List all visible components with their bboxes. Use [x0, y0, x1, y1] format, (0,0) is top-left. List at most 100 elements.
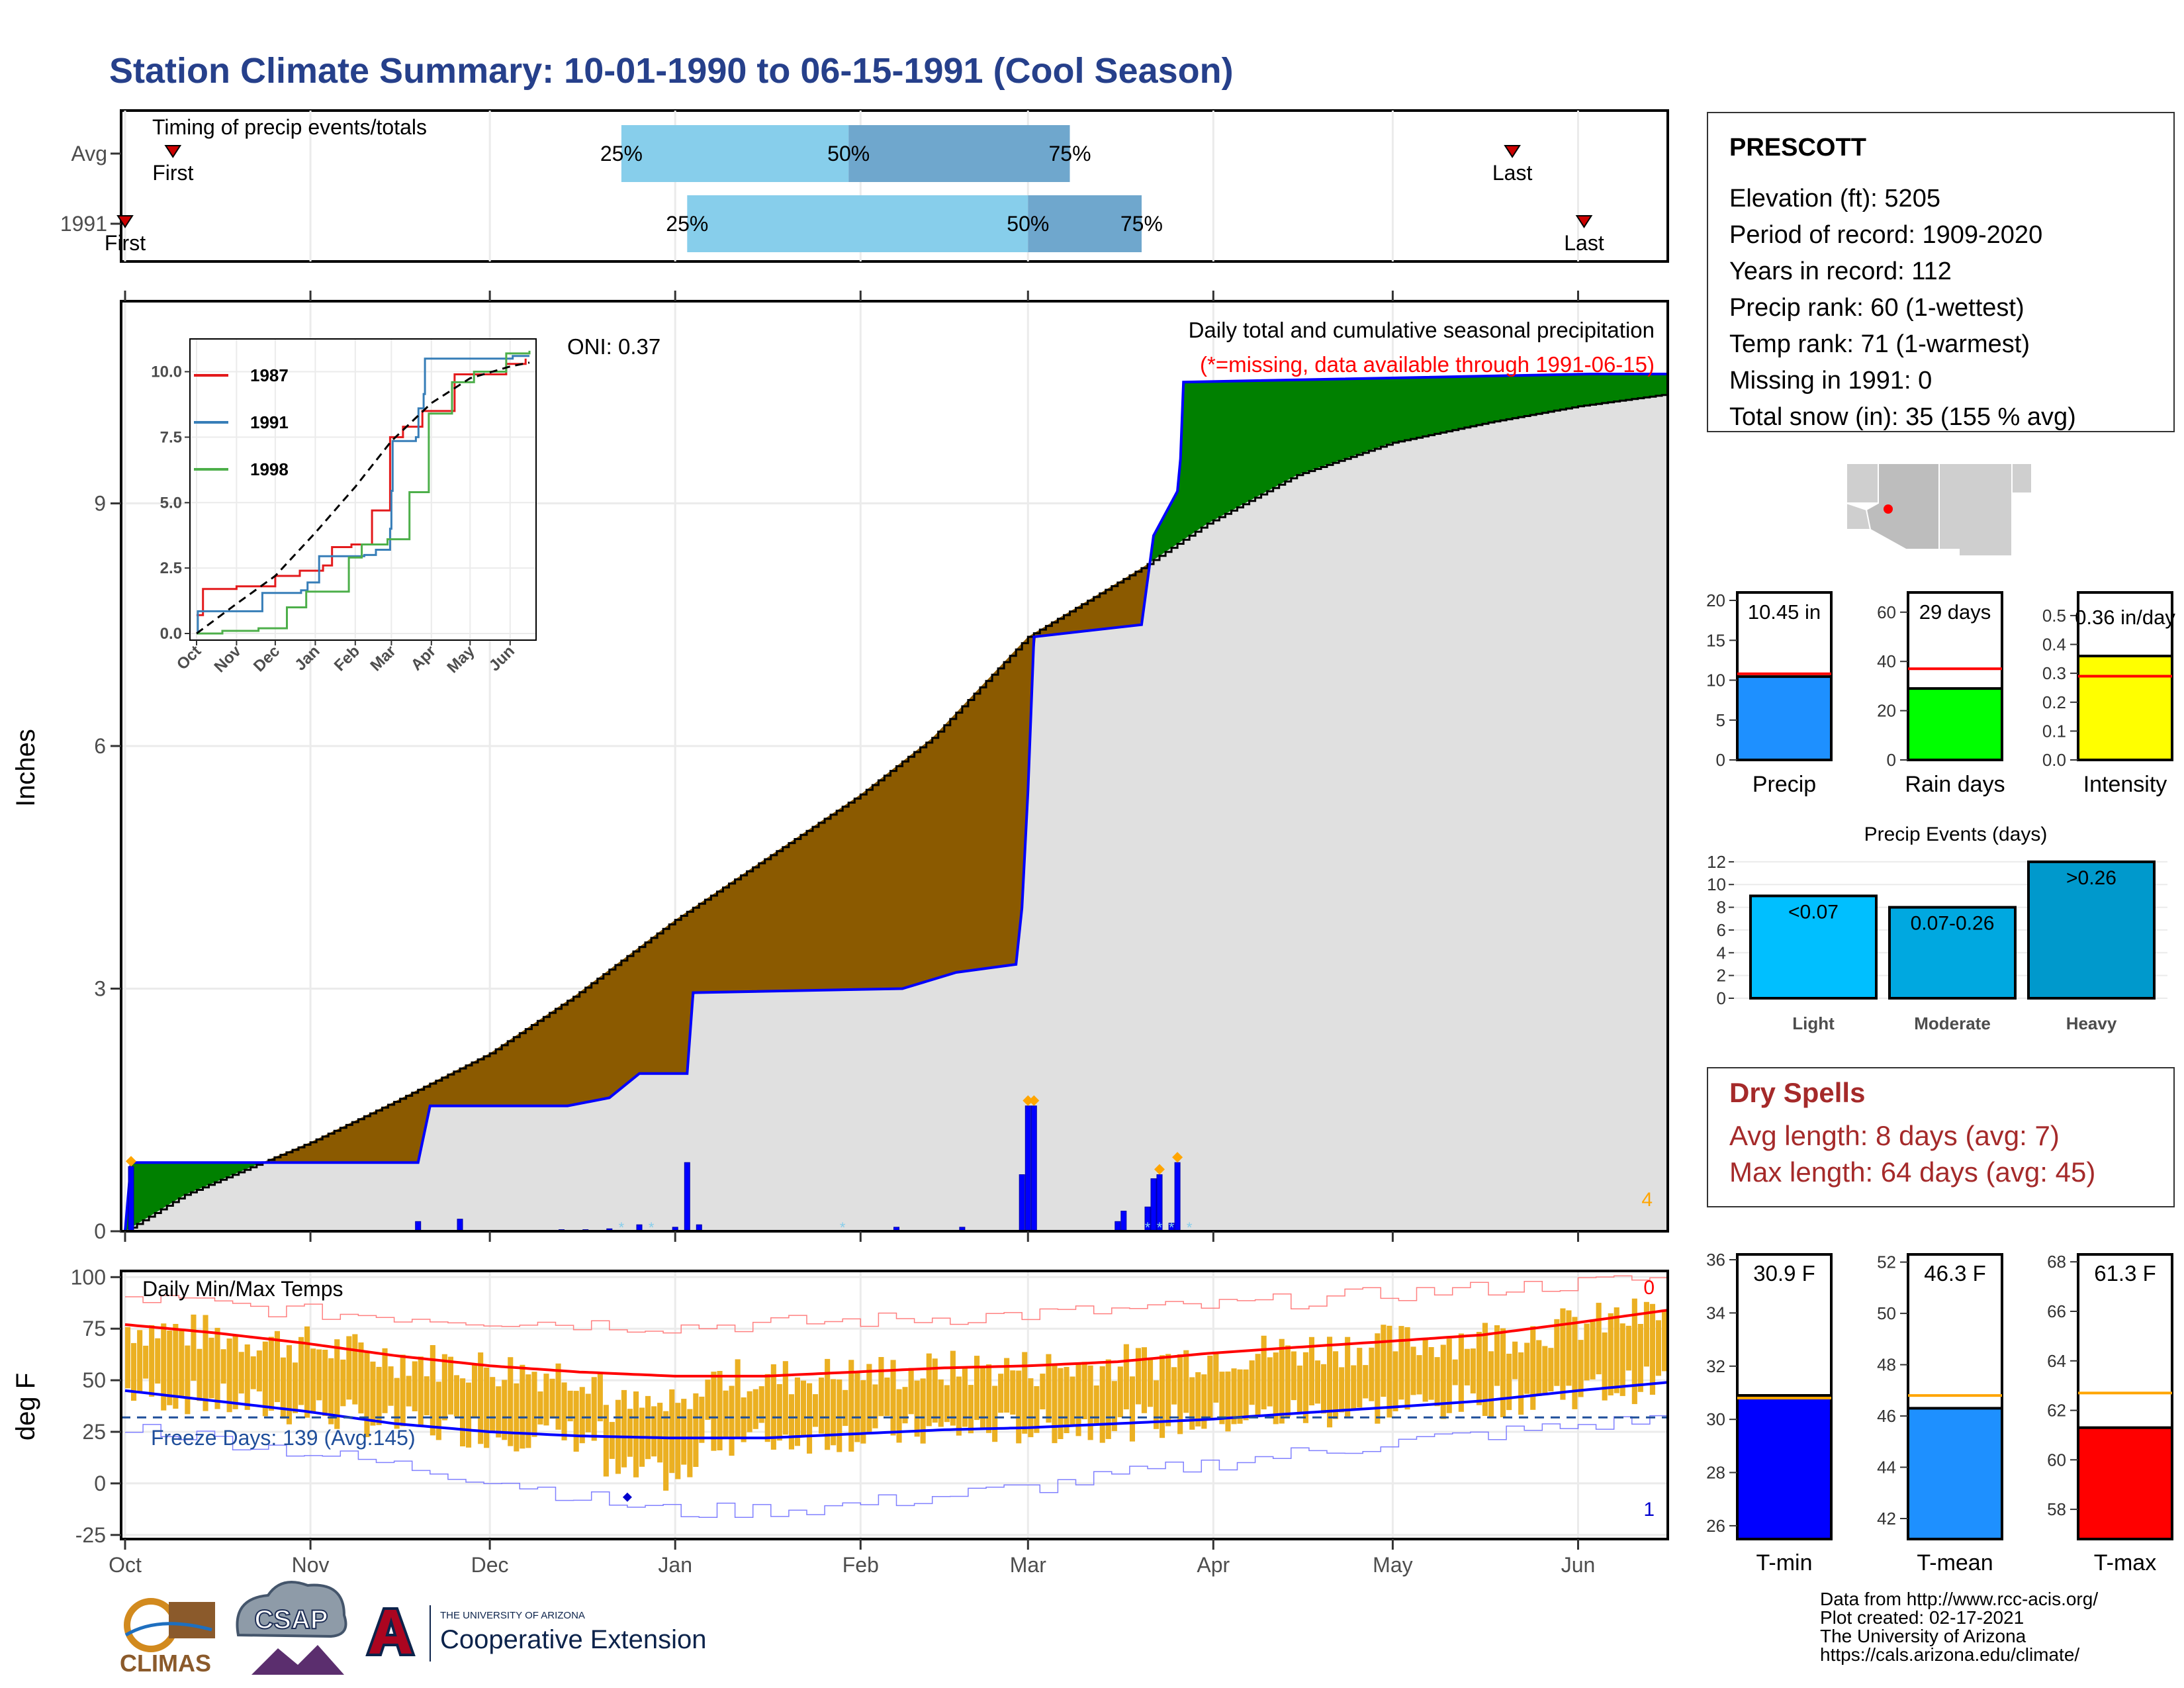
temp-box-tick-label: 42 — [1877, 1509, 1896, 1528]
daily-temp-bar — [1314, 1360, 1320, 1404]
daily-temp-bar — [663, 1411, 669, 1491]
daily-temp-bar — [687, 1409, 693, 1477]
daily-temp-bar — [848, 1360, 854, 1452]
timing-q75-label: 75% — [1120, 212, 1163, 236]
daily-temp-bar — [1398, 1326, 1404, 1400]
month-axis: Oct Nov Dec Jan Feb Mar Apr May Jun — [109, 1539, 1595, 1577]
daily-temp-bar — [1536, 1340, 1542, 1396]
daily-temp-bar — [1446, 1338, 1452, 1413]
events-category-label: Moderate — [1914, 1013, 1991, 1033]
timing-bar-q50-q75 — [848, 125, 1070, 182]
month-tick-label: Nov — [292, 1553, 330, 1577]
daily-temp-bar — [831, 1379, 837, 1446]
stat-box-tick-label: 0.3 — [2042, 663, 2066, 683]
stat-box-value-text: 29 days — [1919, 600, 1991, 624]
snow-event-marker — [1023, 1095, 1034, 1106]
events-category-label: Light — [1792, 1013, 1835, 1033]
daily-temp-bar — [364, 1351, 370, 1437]
timing-row-labels: Avg 25% 50% 75% First Last 1991 25% 50% 75% First L… — [60, 142, 1604, 255]
daily-temp-bar — [286, 1345, 292, 1425]
daily-temp-bar — [1243, 1369, 1249, 1421]
daily-temp-bar — [268, 1336, 274, 1411]
daily-temp-bar — [280, 1357, 286, 1419]
inset-gridlines — [190, 339, 536, 640]
temp-y-tick-label: -25 — [75, 1523, 106, 1547]
daily-temp-bar — [238, 1352, 244, 1394]
temp-box-tick-label: 48 — [1877, 1355, 1896, 1375]
precip-y-tick-label: 6 — [94, 734, 106, 758]
temp-box-value-text: 30.9 F — [1753, 1261, 1815, 1286]
daily-temp-bar — [472, 1364, 478, 1419]
stat-box-value-bar — [1907, 687, 2003, 761]
daily-temp-bar — [310, 1348, 316, 1413]
daily-temp-bar — [1195, 1372, 1201, 1427]
timing-panel: Timing of precip events/totals Avg 25% 50%… — [60, 109, 1669, 263]
daily-temp-bar — [872, 1384, 878, 1429]
daily-temp-bar — [794, 1377, 800, 1446]
temp-box-tick-label: 68 — [2047, 1252, 2066, 1272]
daily-temp-bar — [723, 1390, 729, 1437]
daily-temp-bar — [514, 1383, 520, 1452]
events-bar-moderate — [1888, 906, 2017, 1000]
daily-precip-bar — [415, 1221, 422, 1232]
daily-temp-bar — [1649, 1303, 1655, 1395]
daily-temp-bar — [549, 1378, 555, 1419]
map-state-california — [1846, 502, 1872, 530]
daily-temp-bar — [890, 1360, 896, 1436]
daily-temp-bar — [1302, 1352, 1308, 1423]
daily-temp-bar — [747, 1391, 752, 1432]
daily-temp-bar — [627, 1409, 633, 1457]
daily-temp-bar — [1351, 1365, 1357, 1410]
daily-temp-bar — [352, 1334, 358, 1405]
daily-temp-bar — [1548, 1348, 1554, 1391]
events-bar-label: >0.26 — [2066, 867, 2116, 889]
daily-temp-bar — [1201, 1374, 1207, 1429]
daily-temp-bar — [1655, 1320, 1661, 1376]
daily-temp-bar — [1285, 1345, 1291, 1417]
temperature-stat-boxes: 26 28 30 32 34 36 30.9 F T-min 42 44 46 48 50 52 46.3 … — [1706, 1250, 2173, 1575]
daily-temp-bar — [1010, 1370, 1016, 1415]
dry-spells-title: Dry Spells — [1729, 1077, 1865, 1108]
daily-temp-bar — [1297, 1365, 1302, 1414]
daily-temp-bar — [956, 1376, 962, 1436]
precip-y-label: Inches — [11, 729, 40, 807]
snow-asterisk: * — [1187, 1219, 1193, 1236]
daily-precip-bar — [1024, 1105, 1031, 1232]
daily-temp-bar — [508, 1357, 514, 1446]
events-category-label: Heavy — [2066, 1013, 2117, 1033]
climas-logo-text: CLIMAS — [120, 1650, 211, 1677]
daily-temp-bar — [149, 1325, 155, 1397]
daily-temp-bar — [203, 1315, 208, 1411]
daily-temp-bar — [531, 1372, 537, 1437]
daily-temp-bar — [1631, 1298, 1637, 1405]
daily-temp-bar — [914, 1380, 920, 1437]
temp-y-tick-label: 75 — [82, 1317, 106, 1340]
stat-box-tick-label: 0.2 — [2042, 692, 2066, 712]
daily-temp-bar — [1231, 1368, 1237, 1425]
inset-series — [196, 350, 531, 635]
timing-last-marker — [1575, 215, 1593, 228]
footer-data-source: Data from http://www.rcc-acis.org/ — [1820, 1589, 2098, 1609]
daily-temp-bar — [1237, 1369, 1243, 1424]
temp-y-tick-label: 0 — [94, 1472, 106, 1495]
daily-temp-bar — [1572, 1317, 1578, 1409]
daily-precip-bar — [1030, 1105, 1037, 1232]
daily-temp-bar — [1452, 1359, 1458, 1385]
daily-temp-bar — [179, 1329, 185, 1397]
snow-asterisk: * — [619, 1219, 625, 1236]
daily-temp-bar — [1177, 1354, 1183, 1434]
daily-temp-bar — [962, 1367, 968, 1427]
footer-institution: The University of Arizona — [1820, 1626, 2026, 1646]
daily-temp-bar — [208, 1337, 214, 1399]
daily-temp-bar — [633, 1391, 639, 1477]
events-bar-label: <0.07 — [1788, 901, 1839, 923]
precip-panel: * * * * * * * 0 3 6 9 Daily total and cumulative … — [11, 291, 1669, 1243]
temp-box-tick-label: 58 — [2047, 1499, 2066, 1519]
daily-temp-bar — [1369, 1347, 1375, 1401]
daily-precip-bar — [1019, 1174, 1025, 1232]
daily-temp-bar — [1308, 1336, 1314, 1405]
climas-logo-swoosh — [124, 1622, 212, 1637]
